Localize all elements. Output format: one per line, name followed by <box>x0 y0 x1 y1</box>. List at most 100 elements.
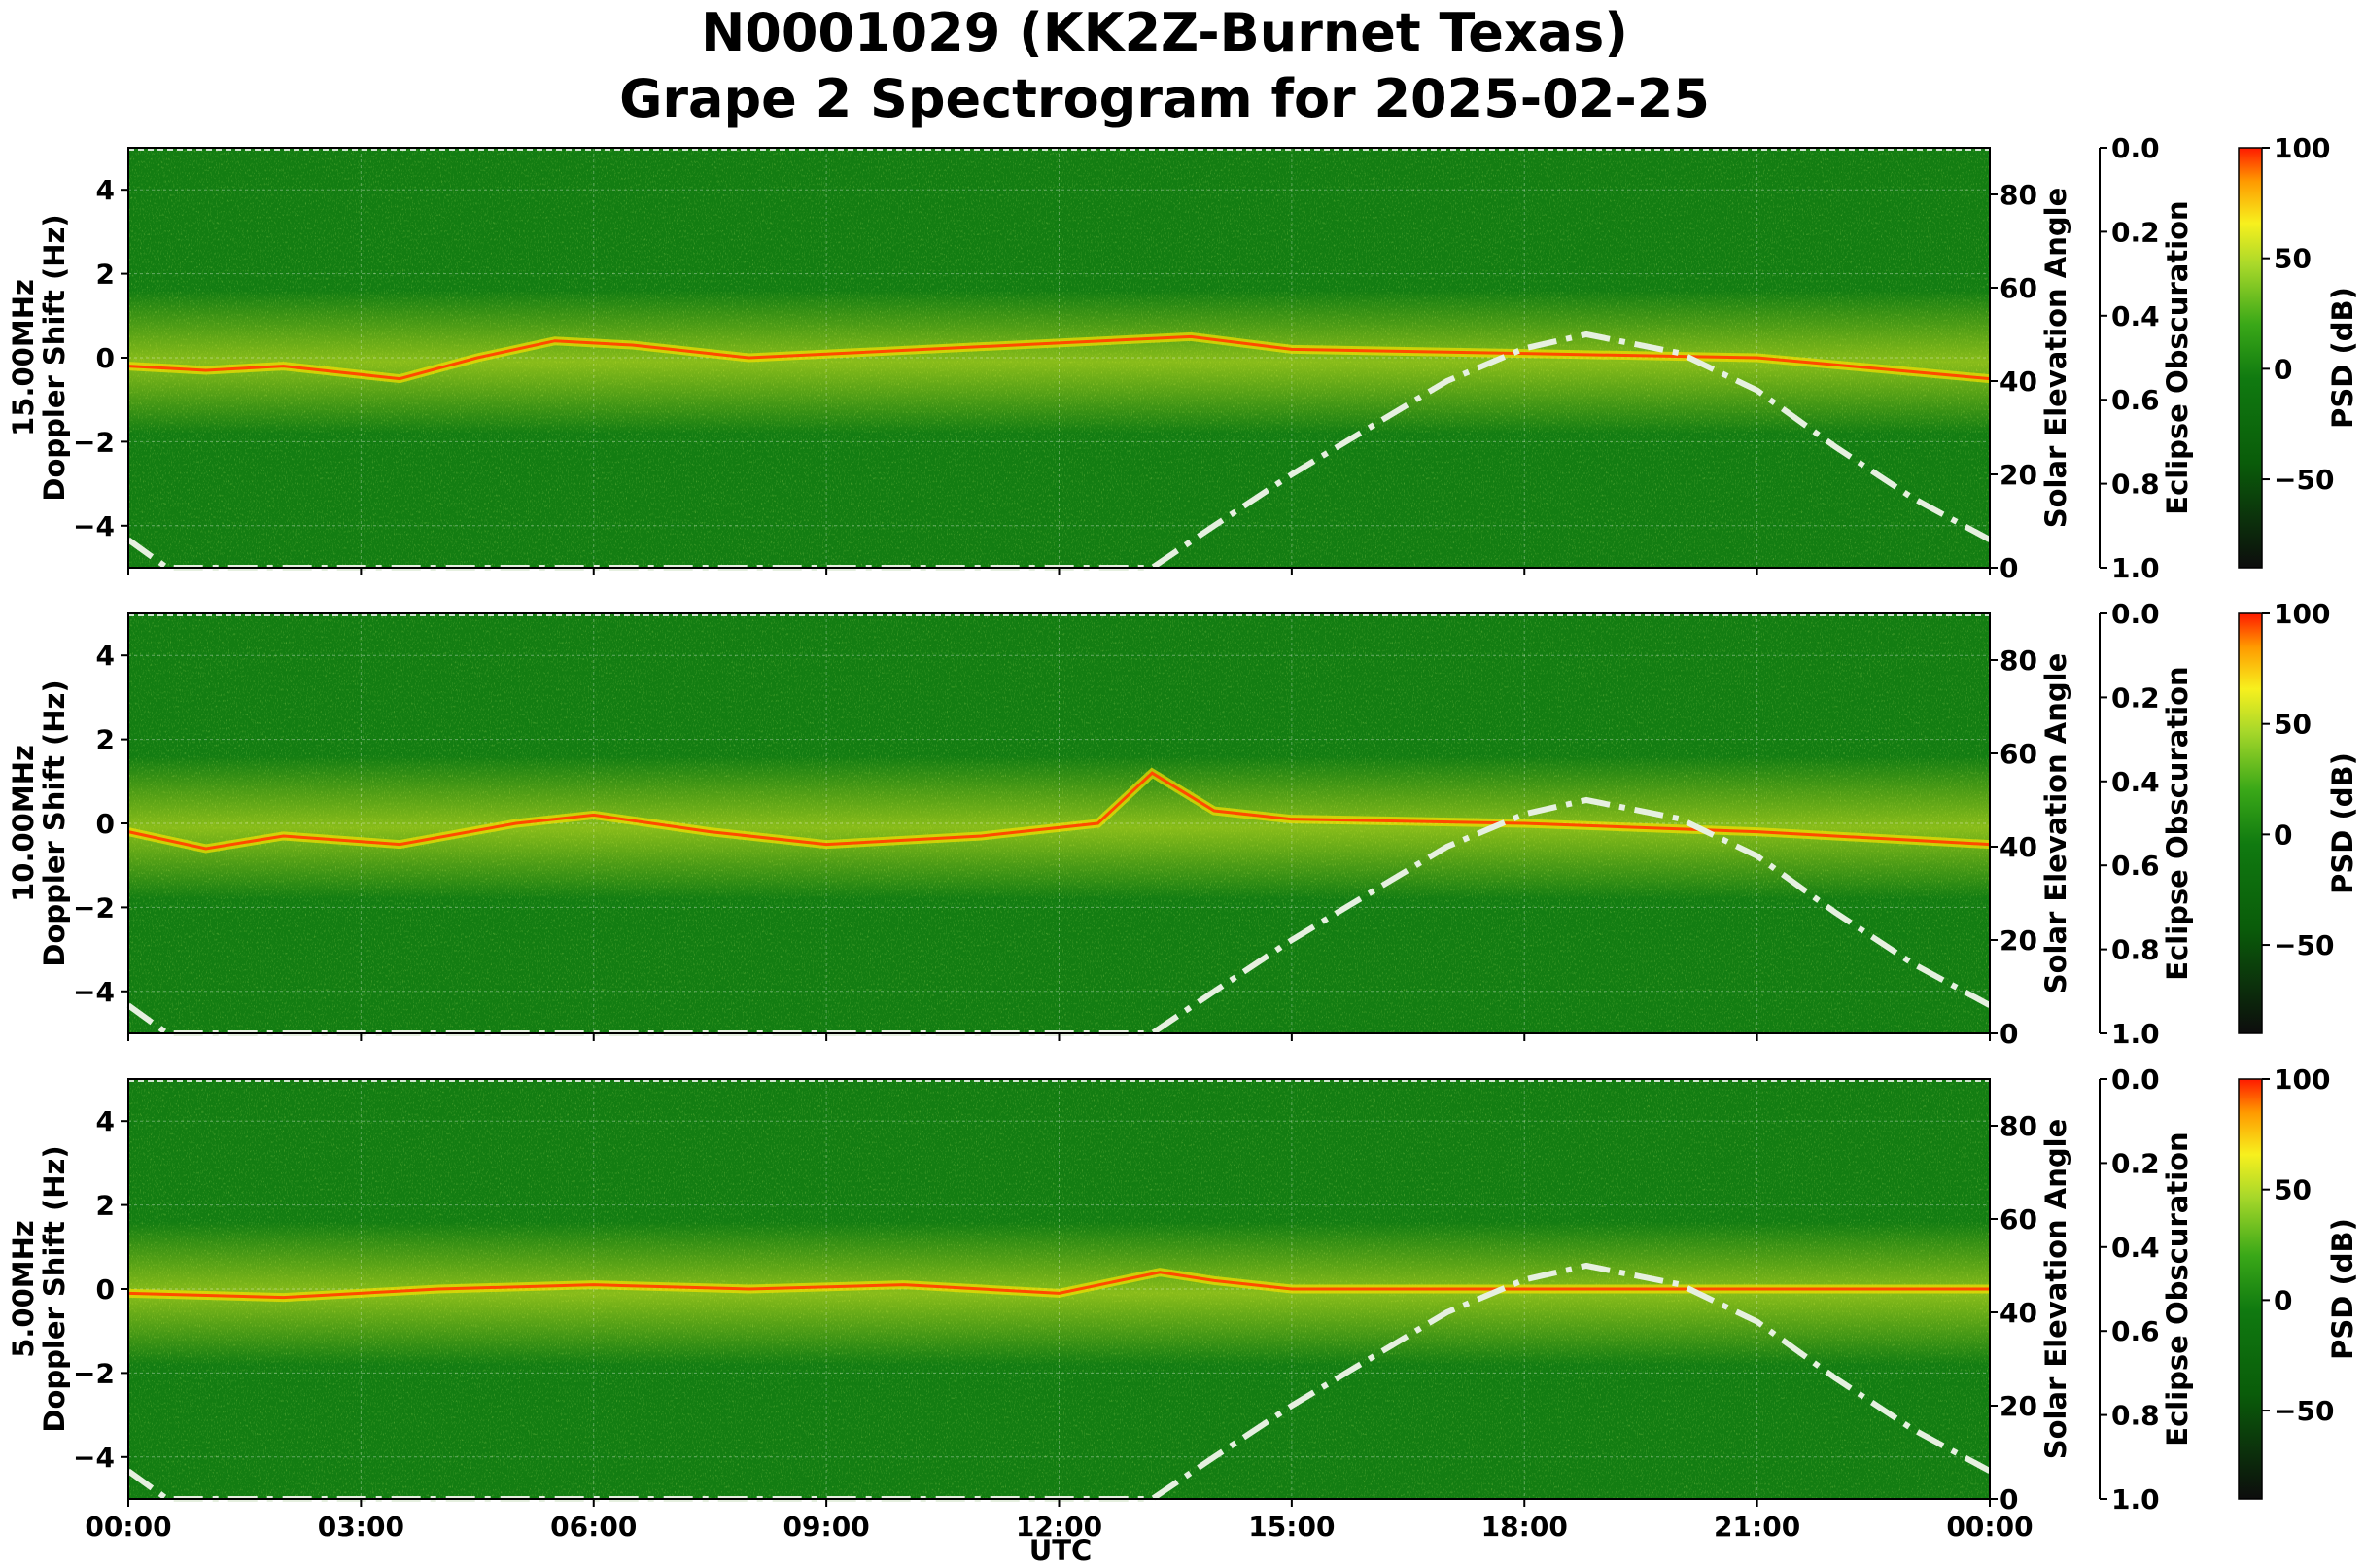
y-tick-label: 4 <box>96 640 115 672</box>
elevation-tick-label: 80 <box>2000 645 2037 677</box>
y-tick-label: −4 <box>73 510 115 542</box>
elevation-tick-label: 80 <box>2000 1110 2037 1142</box>
frequency-label: 15.00MHz <box>7 279 40 436</box>
x-tick-label: 00:00 <box>85 1511 171 1543</box>
eclipse-tick-label: 1.0 <box>2111 552 2160 584</box>
colorbar-tick-label: 50 <box>2274 1174 2312 1206</box>
elevation-tick-label: 0 <box>2000 1483 2018 1516</box>
eclipse-axis-label: Eclipse Obscuration <box>2161 1132 2194 1446</box>
colorbar-tick-label: 0 <box>2274 1284 2292 1316</box>
colorbar-label: PSD (dB) <box>2326 287 2359 429</box>
elevation-tick-label: 80 <box>2000 179 2037 211</box>
x-tick-label: 00:00 <box>1946 1511 2033 1543</box>
colorbar-tick-label: 0 <box>2274 353 2292 385</box>
figure-title-line-2: Grape 2 Spectrogram for 2025-02-25 <box>619 68 1710 129</box>
elevation-tick-label: 0 <box>2000 1018 2018 1050</box>
eclipse-tick-label: 0.2 <box>2111 681 2160 714</box>
y-tick-label: −2 <box>73 891 115 923</box>
elevation-tick-label: 60 <box>2000 1203 2037 1236</box>
elevation-tick-label: 60 <box>2000 738 2037 770</box>
y-tick-label: 2 <box>96 259 115 291</box>
figure-title-line-1: N0001029 (KK2Z-Burnet Texas) <box>701 2 1628 63</box>
colorbar-tick-label: 100 <box>2274 598 2330 630</box>
elevation-tick-label: 40 <box>2000 831 2037 863</box>
frequency-label: 5.00MHz <box>7 1220 40 1358</box>
eclipse-tick-label: 0.8 <box>2111 934 2160 966</box>
psd-colorbar <box>2238 147 2263 569</box>
eclipse-tick-label: 1.0 <box>2111 1483 2160 1516</box>
y-tick-label: 0 <box>96 342 115 374</box>
x-tick-label: 12:00 <box>1016 1511 1102 1543</box>
signal-band <box>128 290 1990 434</box>
x-tick-label: 06:00 <box>550 1511 637 1543</box>
x-tick-label: 15:00 <box>1248 1511 1335 1543</box>
eclipse-tick-label: 0.6 <box>2111 384 2160 416</box>
y-tick-label: 2 <box>96 724 115 756</box>
psd-colorbar <box>2238 612 2263 1034</box>
colorbar-tick-label: 100 <box>2274 132 2330 164</box>
x-tick-label: 18:00 <box>1481 1511 1568 1543</box>
y-tick-label: 2 <box>96 1190 115 1222</box>
eclipse-tick-label: 0.4 <box>2111 1232 2160 1264</box>
colorbar-tick-label: 100 <box>2274 1063 2330 1096</box>
eclipse-tick-label: 0.4 <box>2111 766 2160 798</box>
eclipse-tick-label: 0.2 <box>2111 1147 2160 1179</box>
solar-elevation-curve <box>126 331 1992 571</box>
colorbar-tick-label: 50 <box>2274 243 2312 275</box>
y-tick-label: 0 <box>96 1273 115 1306</box>
elevation-tick-label: 20 <box>2000 459 2037 491</box>
elevation-tick-label: 0 <box>2000 552 2018 584</box>
doppler-axis-label: Doppler Shift (Hz) <box>38 679 71 966</box>
eclipse-tick-label: 1.0 <box>2111 1018 2160 1050</box>
y-tick-label: 4 <box>96 174 115 206</box>
carrier-trace <box>127 771 1991 851</box>
eclipse-tick-label: 0.8 <box>2111 1400 2160 1432</box>
elevation-tick-label: 20 <box>2000 1390 2037 1422</box>
x-tick-label: 09:00 <box>783 1511 870 1543</box>
x-tick-label: 21:00 <box>1714 1511 1800 1543</box>
eclipse-tick-label: 0.4 <box>2111 300 2160 332</box>
colorbar-label: PSD (dB) <box>2326 1218 2359 1360</box>
solar-elevation-label: Solar Elevation Angle <box>2039 1119 2072 1460</box>
colorbar-tick-label: −50 <box>2274 464 2334 496</box>
elevation-tick-label: 20 <box>2000 924 2037 957</box>
colorbar-label: PSD (dB) <box>2326 752 2359 894</box>
x-tick-label: 03:00 <box>318 1511 404 1543</box>
carrier-trace <box>127 1271 1990 1300</box>
y-tick-label: 0 <box>96 808 115 840</box>
elevation-tick-label: 60 <box>2000 272 2037 304</box>
elevation-tick-label: 40 <box>2000 1297 2037 1329</box>
colorbar-tick-label: 50 <box>2274 709 2312 741</box>
colorbar-tick-label: −50 <box>2274 929 2334 961</box>
psd-colorbar <box>2238 1078 2263 1500</box>
eclipse-axis-label: Eclipse Obscuration <box>2161 666 2194 980</box>
solar-elevation-label: Solar Elevation Angle <box>2039 188 2072 529</box>
y-tick-label: 4 <box>96 1105 115 1137</box>
eclipse-tick-label: 0.6 <box>2111 1315 2160 1347</box>
eclipse-tick-label: 0.6 <box>2111 850 2160 882</box>
eclipse-axis-label: Eclipse Obscuration <box>2161 200 2194 514</box>
frequency-label: 10.00MHz <box>7 745 40 902</box>
doppler-axis-label: Doppler Shift (Hz) <box>38 1145 71 1432</box>
solar-elevation-curve <box>126 1262 1992 1502</box>
colorbar-tick-label: −50 <box>2274 1395 2334 1427</box>
y-tick-label: −2 <box>73 1357 115 1389</box>
y-tick-label: −4 <box>73 976 115 1008</box>
y-tick-label: −4 <box>73 1442 115 1474</box>
colorbar-tick-label: 0 <box>2274 819 2292 851</box>
solar-elevation-curve <box>126 796 1992 1036</box>
y-tick-label: −2 <box>73 426 115 458</box>
eclipse-tick-label: 0.2 <box>2111 216 2160 248</box>
eclipse-tick-label: 0.0 <box>2111 1063 2160 1096</box>
doppler-axis-label: Doppler Shift (Hz) <box>38 214 71 501</box>
x-axis-label: UTC <box>1029 1534 1093 1567</box>
eclipse-tick-label: 0.0 <box>2111 132 2160 164</box>
eclipse-tick-label: 0.8 <box>2111 469 2160 501</box>
elevation-tick-label: 40 <box>2000 366 2037 398</box>
carrier-trace <box>127 334 1991 381</box>
